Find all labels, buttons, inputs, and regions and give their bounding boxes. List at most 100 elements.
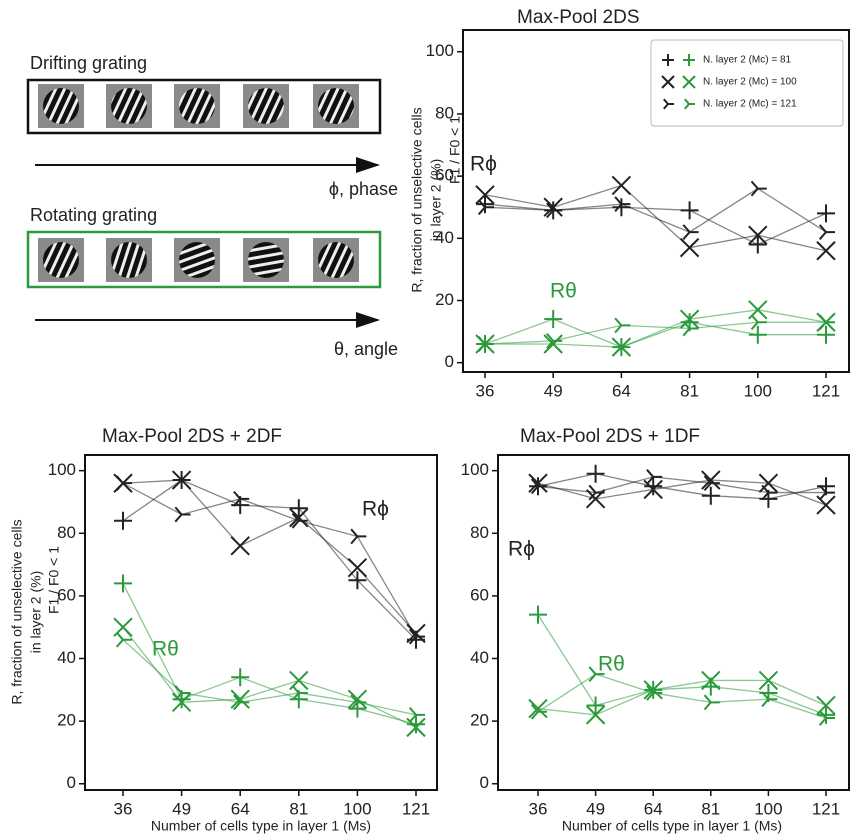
marker bbox=[114, 511, 132, 530]
marker-shape bbox=[817, 325, 835, 344]
series-line bbox=[537, 476, 826, 494]
y-tick-label: 40 bbox=[470, 648, 489, 667]
stripe bbox=[328, 88, 354, 124]
grating-stripes bbox=[43, 242, 79, 278]
stripe bbox=[126, 242, 147, 278]
y-tick-label: 0 bbox=[67, 773, 76, 792]
stripes bbox=[318, 242, 354, 278]
marker-shape bbox=[684, 98, 695, 110]
marker bbox=[115, 475, 132, 492]
marker bbox=[347, 689, 368, 709]
marker bbox=[614, 196, 631, 212]
y-tick-label: 20 bbox=[470, 711, 489, 730]
marker bbox=[530, 703, 547, 720]
marker bbox=[477, 199, 494, 216]
marker bbox=[543, 334, 563, 354]
y-tick-label: 60 bbox=[435, 166, 454, 185]
chart-title: Max-Pool 2DS bbox=[517, 7, 640, 28]
marker bbox=[663, 98, 674, 110]
annotation: Rϕ bbox=[362, 498, 389, 521]
marker bbox=[661, 75, 675, 89]
x-tick-label: 121 bbox=[812, 799, 840, 818]
marker bbox=[611, 337, 632, 357]
stripe bbox=[337, 243, 354, 278]
marker bbox=[682, 75, 696, 89]
marker-shape bbox=[543, 334, 563, 354]
series-line bbox=[122, 479, 417, 641]
y-tick-label: 80 bbox=[57, 523, 76, 542]
marker-shape bbox=[611, 337, 632, 357]
marker bbox=[350, 528, 367, 545]
marker-shape bbox=[347, 558, 368, 578]
marker-shape bbox=[682, 75, 696, 89]
stripe bbox=[250, 88, 276, 124]
marker bbox=[171, 692, 192, 713]
marker-shape bbox=[350, 694, 367, 711]
stripe bbox=[318, 242, 335, 277]
stripe bbox=[55, 88, 79, 124]
y-tick-label: 80 bbox=[470, 523, 489, 542]
annotation: Rθ bbox=[598, 653, 625, 676]
marker-shape bbox=[530, 703, 547, 720]
stripe bbox=[43, 88, 60, 123]
grating bbox=[243, 238, 289, 282]
marker bbox=[679, 309, 700, 329]
marker bbox=[816, 241, 836, 261]
marker-shape bbox=[643, 680, 663, 700]
marker bbox=[528, 698, 548, 719]
series-line bbox=[484, 318, 826, 348]
annotation: Rϕ bbox=[470, 153, 497, 176]
marker-shape bbox=[588, 666, 605, 683]
marker bbox=[818, 484, 835, 501]
y-axis-label: F1 / F0 < 1 bbox=[447, 116, 463, 184]
stripe bbox=[62, 243, 79, 278]
marker bbox=[818, 224, 835, 240]
y-tick-label: 60 bbox=[470, 585, 489, 604]
marker bbox=[546, 202, 563, 219]
series-line bbox=[484, 184, 827, 252]
marker bbox=[586, 696, 605, 715]
marker-shape bbox=[818, 710, 835, 726]
stripe bbox=[257, 88, 284, 124]
x-axis-label: Number of cells type in layer 1 (Ms) bbox=[562, 818, 782, 834]
grating bbox=[313, 84, 359, 128]
series-line bbox=[537, 479, 827, 506]
y-tick-label: 100 bbox=[426, 41, 454, 60]
grating-box bbox=[26, 78, 382, 135]
stripe bbox=[111, 88, 137, 124]
marker-shape bbox=[662, 54, 674, 66]
marker bbox=[546, 333, 563, 349]
grating bbox=[174, 238, 220, 282]
x-tick-label: 100 bbox=[754, 799, 782, 818]
marker-shape bbox=[476, 195, 494, 214]
marker bbox=[289, 499, 308, 518]
series-line bbox=[122, 482, 417, 637]
marker-shape bbox=[679, 237, 700, 258]
marker bbox=[758, 670, 779, 691]
marker bbox=[408, 707, 425, 723]
grating bbox=[243, 84, 289, 128]
marker bbox=[230, 689, 250, 709]
stripe bbox=[117, 88, 144, 124]
marker bbox=[703, 694, 720, 711]
marker-shape bbox=[289, 507, 309, 528]
plot-frame bbox=[497, 454, 850, 791]
marker bbox=[682, 320, 699, 337]
marker-shape bbox=[818, 484, 835, 501]
marker-shape bbox=[750, 314, 767, 331]
marker-shape bbox=[682, 224, 699, 240]
marker bbox=[233, 490, 250, 507]
series-line bbox=[122, 479, 417, 634]
stripe bbox=[187, 88, 213, 124]
legend-box bbox=[650, 39, 844, 127]
marker-shape bbox=[646, 469, 663, 485]
marker-shape bbox=[544, 310, 563, 329]
marker-shape bbox=[680, 201, 699, 220]
grating-stripes bbox=[43, 88, 79, 124]
marker bbox=[683, 54, 695, 66]
stripe bbox=[118, 242, 140, 278]
marker-shape bbox=[171, 692, 192, 713]
series-line bbox=[537, 614, 827, 716]
grating-stripes bbox=[318, 88, 354, 124]
stripe bbox=[48, 88, 74, 124]
